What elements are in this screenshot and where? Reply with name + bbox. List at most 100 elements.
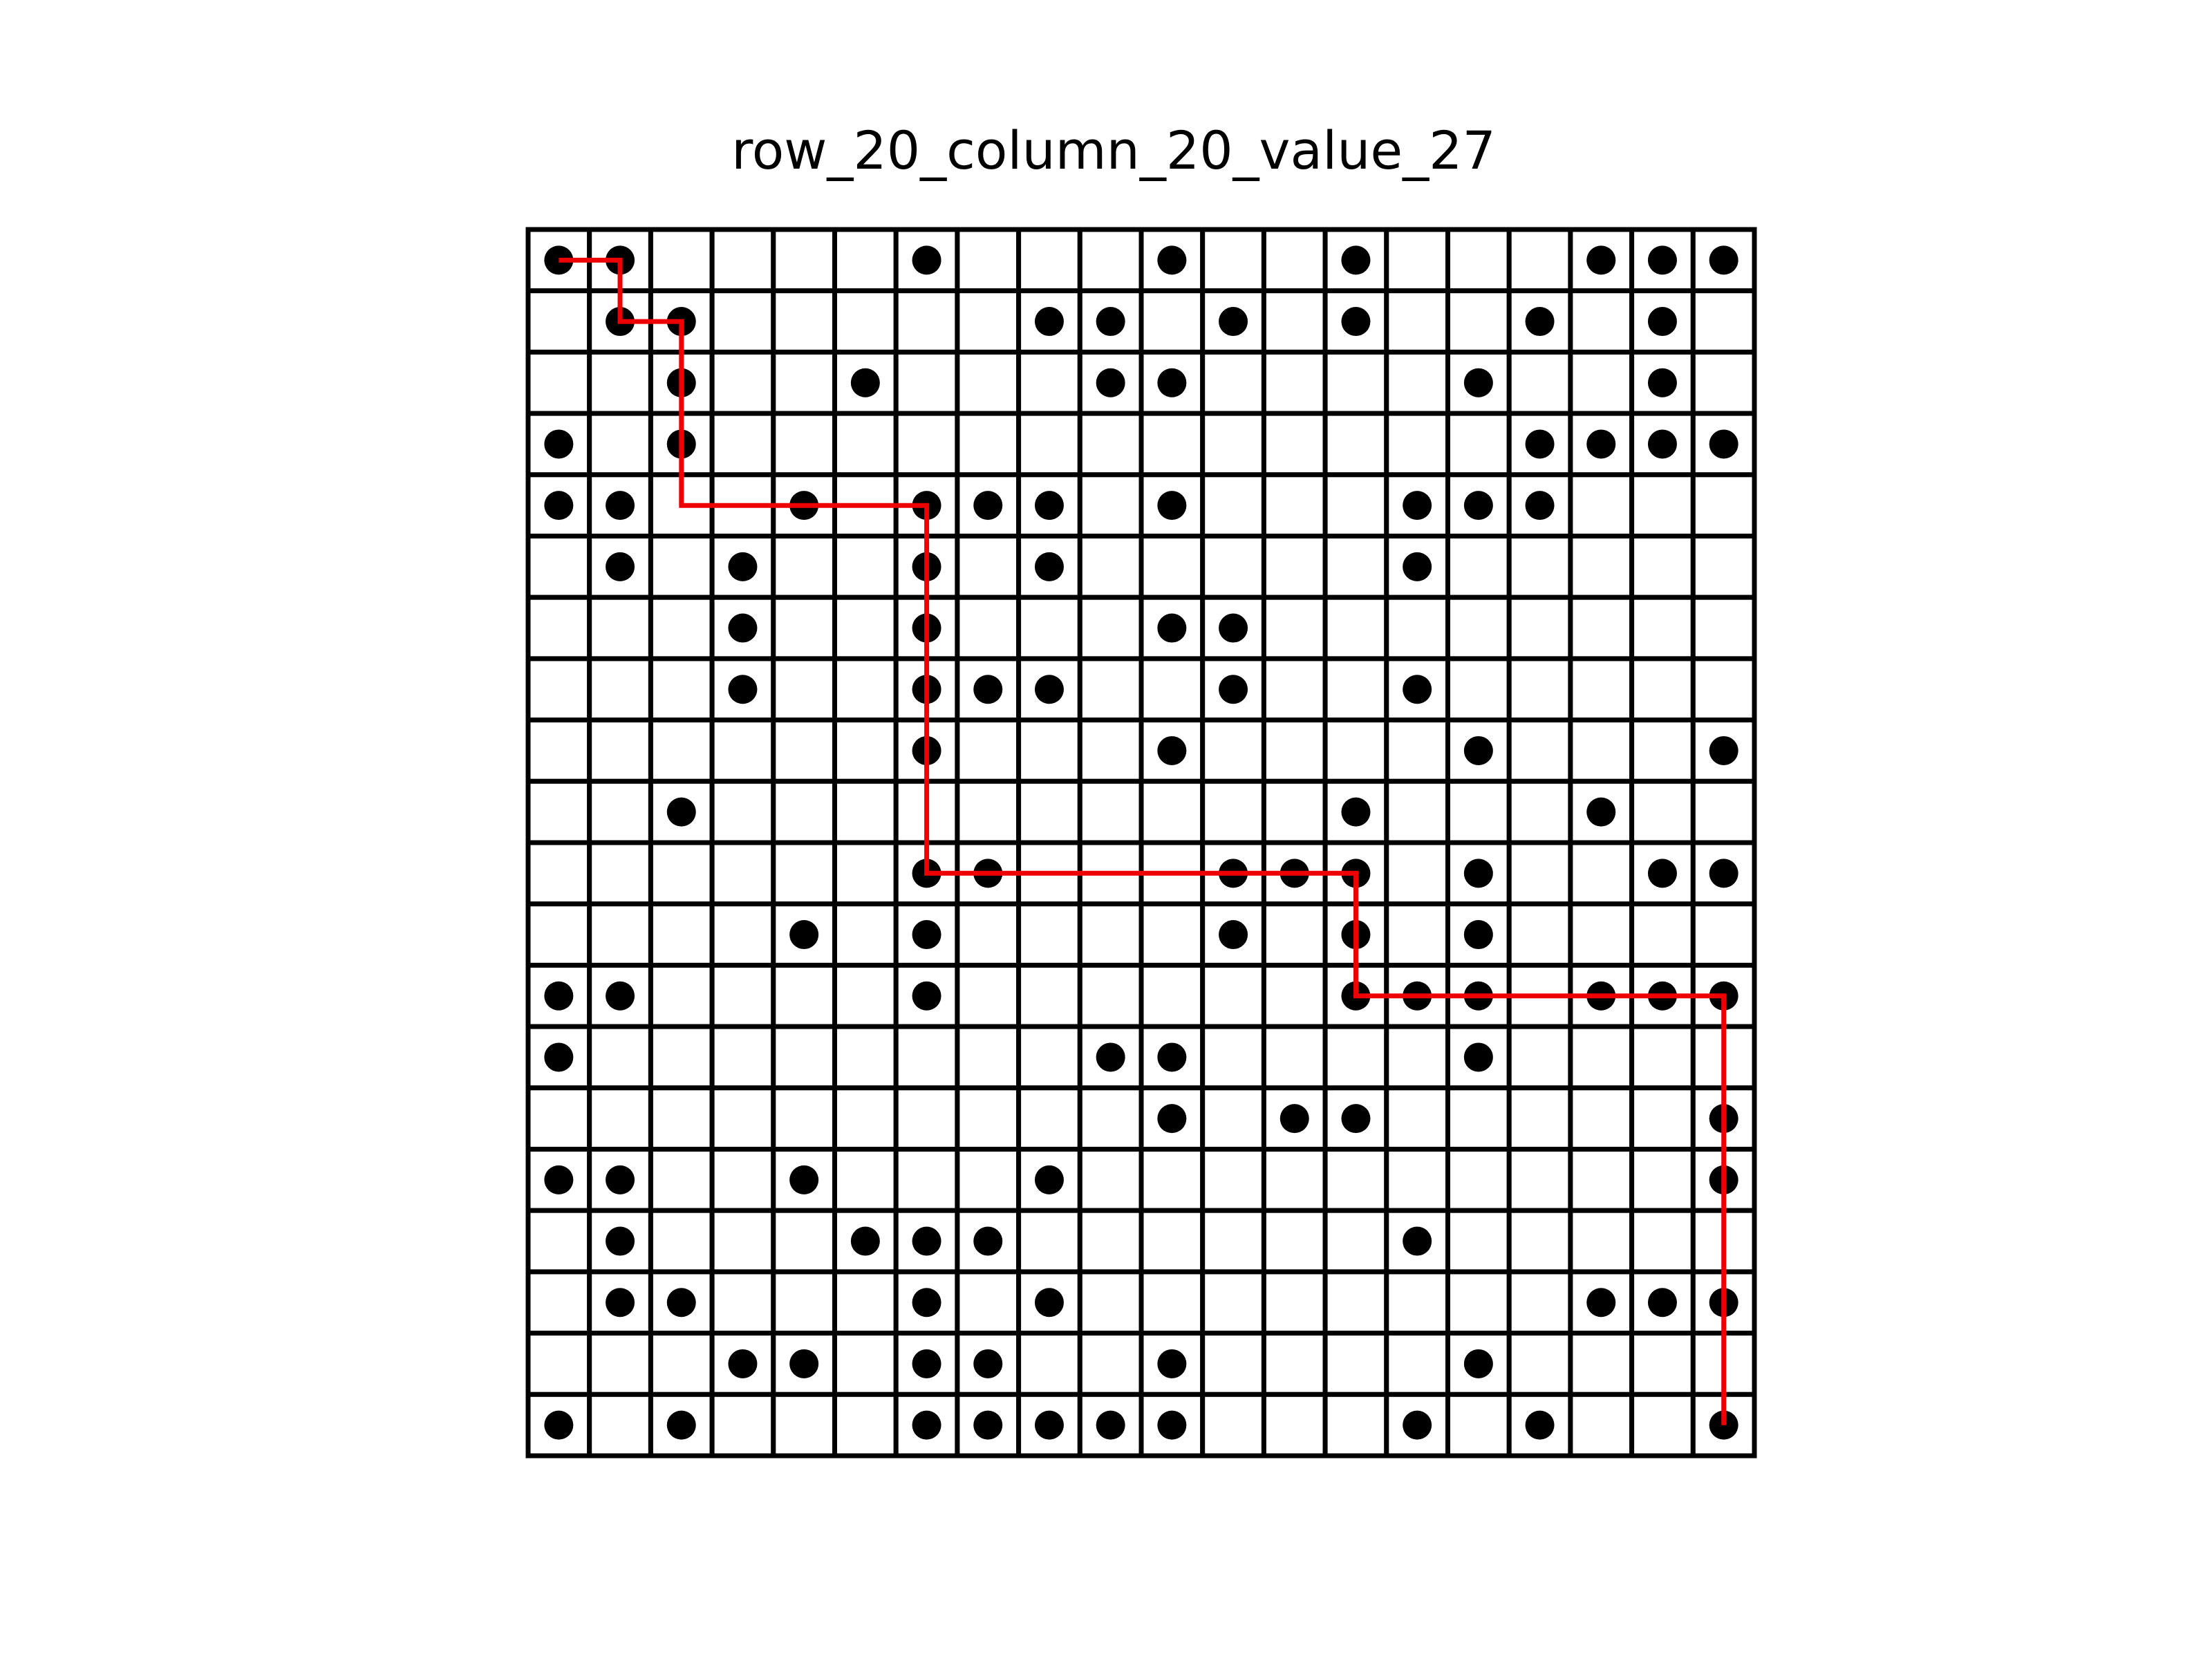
grid-cell-r8-c13 bbox=[1261, 656, 1328, 723]
grid-cell-r18-c18 bbox=[1568, 1269, 1635, 1336]
grid-cell-r14-c9 bbox=[1016, 1024, 1082, 1091]
grid-cell-r8-c5 bbox=[771, 656, 838, 723]
dot-r12-c16 bbox=[1463, 920, 1493, 950]
dot-r1-c14 bbox=[1341, 245, 1371, 275]
grid-cell-r17-c5 bbox=[771, 1208, 838, 1275]
grid-cell-r13-c9 bbox=[1016, 962, 1082, 1029]
grid-cell-r9-c3 bbox=[648, 718, 715, 784]
dot-r10-c14 bbox=[1341, 797, 1371, 827]
grid-dots bbox=[544, 245, 1738, 1440]
grid-cell-r3-c5 bbox=[771, 349, 838, 416]
grid-cells bbox=[525, 227, 1757, 1459]
grid-cell-r19-c18 bbox=[1568, 1331, 1635, 1397]
grid-cell-r10-c9 bbox=[1016, 778, 1082, 845]
grid-cell-r16-c8 bbox=[955, 1147, 1022, 1213]
grid-cell-r7-c19 bbox=[1629, 594, 1696, 662]
dot-r2-c14 bbox=[1341, 307, 1371, 337]
dot-r8-c12 bbox=[1219, 675, 1248, 704]
grid-cell-r14-c4 bbox=[709, 1024, 776, 1091]
grid-cell-r9-c2 bbox=[587, 718, 653, 784]
grid-cell-r19-c2 bbox=[587, 1331, 653, 1397]
dot-r14-c1 bbox=[544, 1042, 574, 1072]
dot-r11-c16 bbox=[1463, 859, 1493, 888]
grid-cell-r18-c5 bbox=[771, 1269, 838, 1336]
path-layer bbox=[559, 257, 1727, 1425]
grid-cell-r20-c2 bbox=[587, 1391, 653, 1459]
dot-r17-c2 bbox=[606, 1226, 635, 1256]
dot-r7-c11 bbox=[1157, 613, 1187, 643]
dot-r5-c2 bbox=[606, 491, 635, 521]
grid-cell-r10-c15 bbox=[1384, 778, 1451, 845]
grid-cell-r11-c15 bbox=[1384, 840, 1451, 907]
grid-cell-r14-c5 bbox=[771, 1024, 838, 1091]
dot-r16-c1 bbox=[544, 1165, 574, 1194]
dot-r19-c16 bbox=[1463, 1349, 1493, 1378]
dot-r12-c12 bbox=[1219, 920, 1248, 950]
dot-r17-c15 bbox=[1403, 1226, 1432, 1256]
grid-cell-r17-c10 bbox=[1077, 1208, 1144, 1275]
grid-cell-r3-c9 bbox=[1016, 349, 1082, 416]
dot-r19-c8 bbox=[973, 1349, 1003, 1378]
grid-cell-r16-c15 bbox=[1384, 1147, 1451, 1213]
dot-r20-c1 bbox=[544, 1410, 574, 1440]
dot-r4-c20 bbox=[1709, 429, 1738, 459]
grid-cell-r4-c10 bbox=[1077, 411, 1144, 478]
dot-r16-c9 bbox=[1034, 1165, 1064, 1194]
dot-r16-c5 bbox=[789, 1165, 819, 1194]
grid-cell-r15-c8 bbox=[955, 1085, 1022, 1152]
dot-r18-c7 bbox=[912, 1288, 941, 1318]
grid-cell-r9-c15 bbox=[1384, 718, 1451, 784]
dot-r12-c5 bbox=[789, 920, 819, 950]
grid-cell-r1-c5 bbox=[771, 227, 838, 294]
grid-cell-r6-c16 bbox=[1445, 534, 1512, 600]
grid-cell-r3-c7 bbox=[893, 349, 960, 416]
grid-cell-r12-c1 bbox=[525, 901, 592, 968]
grid-cell-r7-c14 bbox=[1322, 594, 1389, 662]
grid-cell-r4-c11 bbox=[1138, 411, 1206, 478]
grid-cell-r18-c4 bbox=[709, 1269, 776, 1336]
dot-r18-c2 bbox=[606, 1288, 635, 1318]
grid-cell-r3-c8 bbox=[955, 349, 1022, 416]
grid-cell-r2-c15 bbox=[1384, 288, 1451, 355]
grid-cell-r20-c5 bbox=[771, 1391, 838, 1459]
grid-cell-r20-c19 bbox=[1629, 1391, 1696, 1459]
grid-cell-r19-c6 bbox=[832, 1331, 899, 1397]
grid-cell-r15-c1 bbox=[525, 1085, 592, 1152]
grid-cell-r2-c8 bbox=[955, 288, 1022, 355]
grid-cell-r2-c18 bbox=[1568, 288, 1635, 355]
grid-cell-r8-c3 bbox=[648, 656, 715, 723]
dot-r19-c5 bbox=[789, 1349, 819, 1378]
grid-cell-r5-c14 bbox=[1322, 472, 1389, 538]
dot-r5-c15 bbox=[1403, 491, 1432, 521]
grid-cell-r15-c17 bbox=[1506, 1085, 1573, 1152]
dot-r5-c11 bbox=[1157, 491, 1187, 521]
grid-cell-r14-c2 bbox=[587, 1024, 653, 1091]
grid-cell-r10-c16 bbox=[1445, 778, 1512, 845]
dot-r19-c7 bbox=[912, 1349, 941, 1378]
grid-cell-r13-c4 bbox=[709, 962, 776, 1029]
grid-cell-r15-c15 bbox=[1384, 1085, 1451, 1152]
dot-r8-c8 bbox=[973, 675, 1003, 704]
grid-cell-r12-c15 bbox=[1384, 901, 1451, 968]
grid-cell-r8-c16 bbox=[1445, 656, 1512, 723]
dot-r20-c17 bbox=[1525, 1410, 1555, 1440]
grid-cell-r12-c4 bbox=[709, 901, 776, 968]
dot-r7-c12 bbox=[1219, 613, 1248, 643]
figure-title: row_20_column_20_value_27 bbox=[731, 120, 1496, 181]
grid-cell-r6-c20 bbox=[1690, 534, 1757, 600]
grid-cell-r10-c1 bbox=[525, 778, 592, 845]
dot-r2-c9 bbox=[1034, 307, 1064, 337]
grid-cell-r3-c14 bbox=[1322, 349, 1389, 416]
grid-cell-r9-c17 bbox=[1506, 718, 1573, 784]
grid-cell-r7-c2 bbox=[587, 594, 653, 662]
dot-r6-c9 bbox=[1034, 552, 1064, 581]
grid-cell-r9-c1 bbox=[525, 718, 592, 784]
grid-cell-r15-c10 bbox=[1077, 1085, 1144, 1152]
grid-cell-r1-c17 bbox=[1506, 227, 1573, 294]
grid-cell-r18-c17 bbox=[1506, 1269, 1573, 1336]
grid-cell-r4-c7 bbox=[893, 411, 960, 478]
grid-cell-r13-c5 bbox=[771, 962, 838, 1029]
grid-cell-r7-c8 bbox=[955, 594, 1022, 662]
dot-r11-c19 bbox=[1647, 859, 1677, 888]
dot-r20-c9 bbox=[1034, 1410, 1064, 1440]
